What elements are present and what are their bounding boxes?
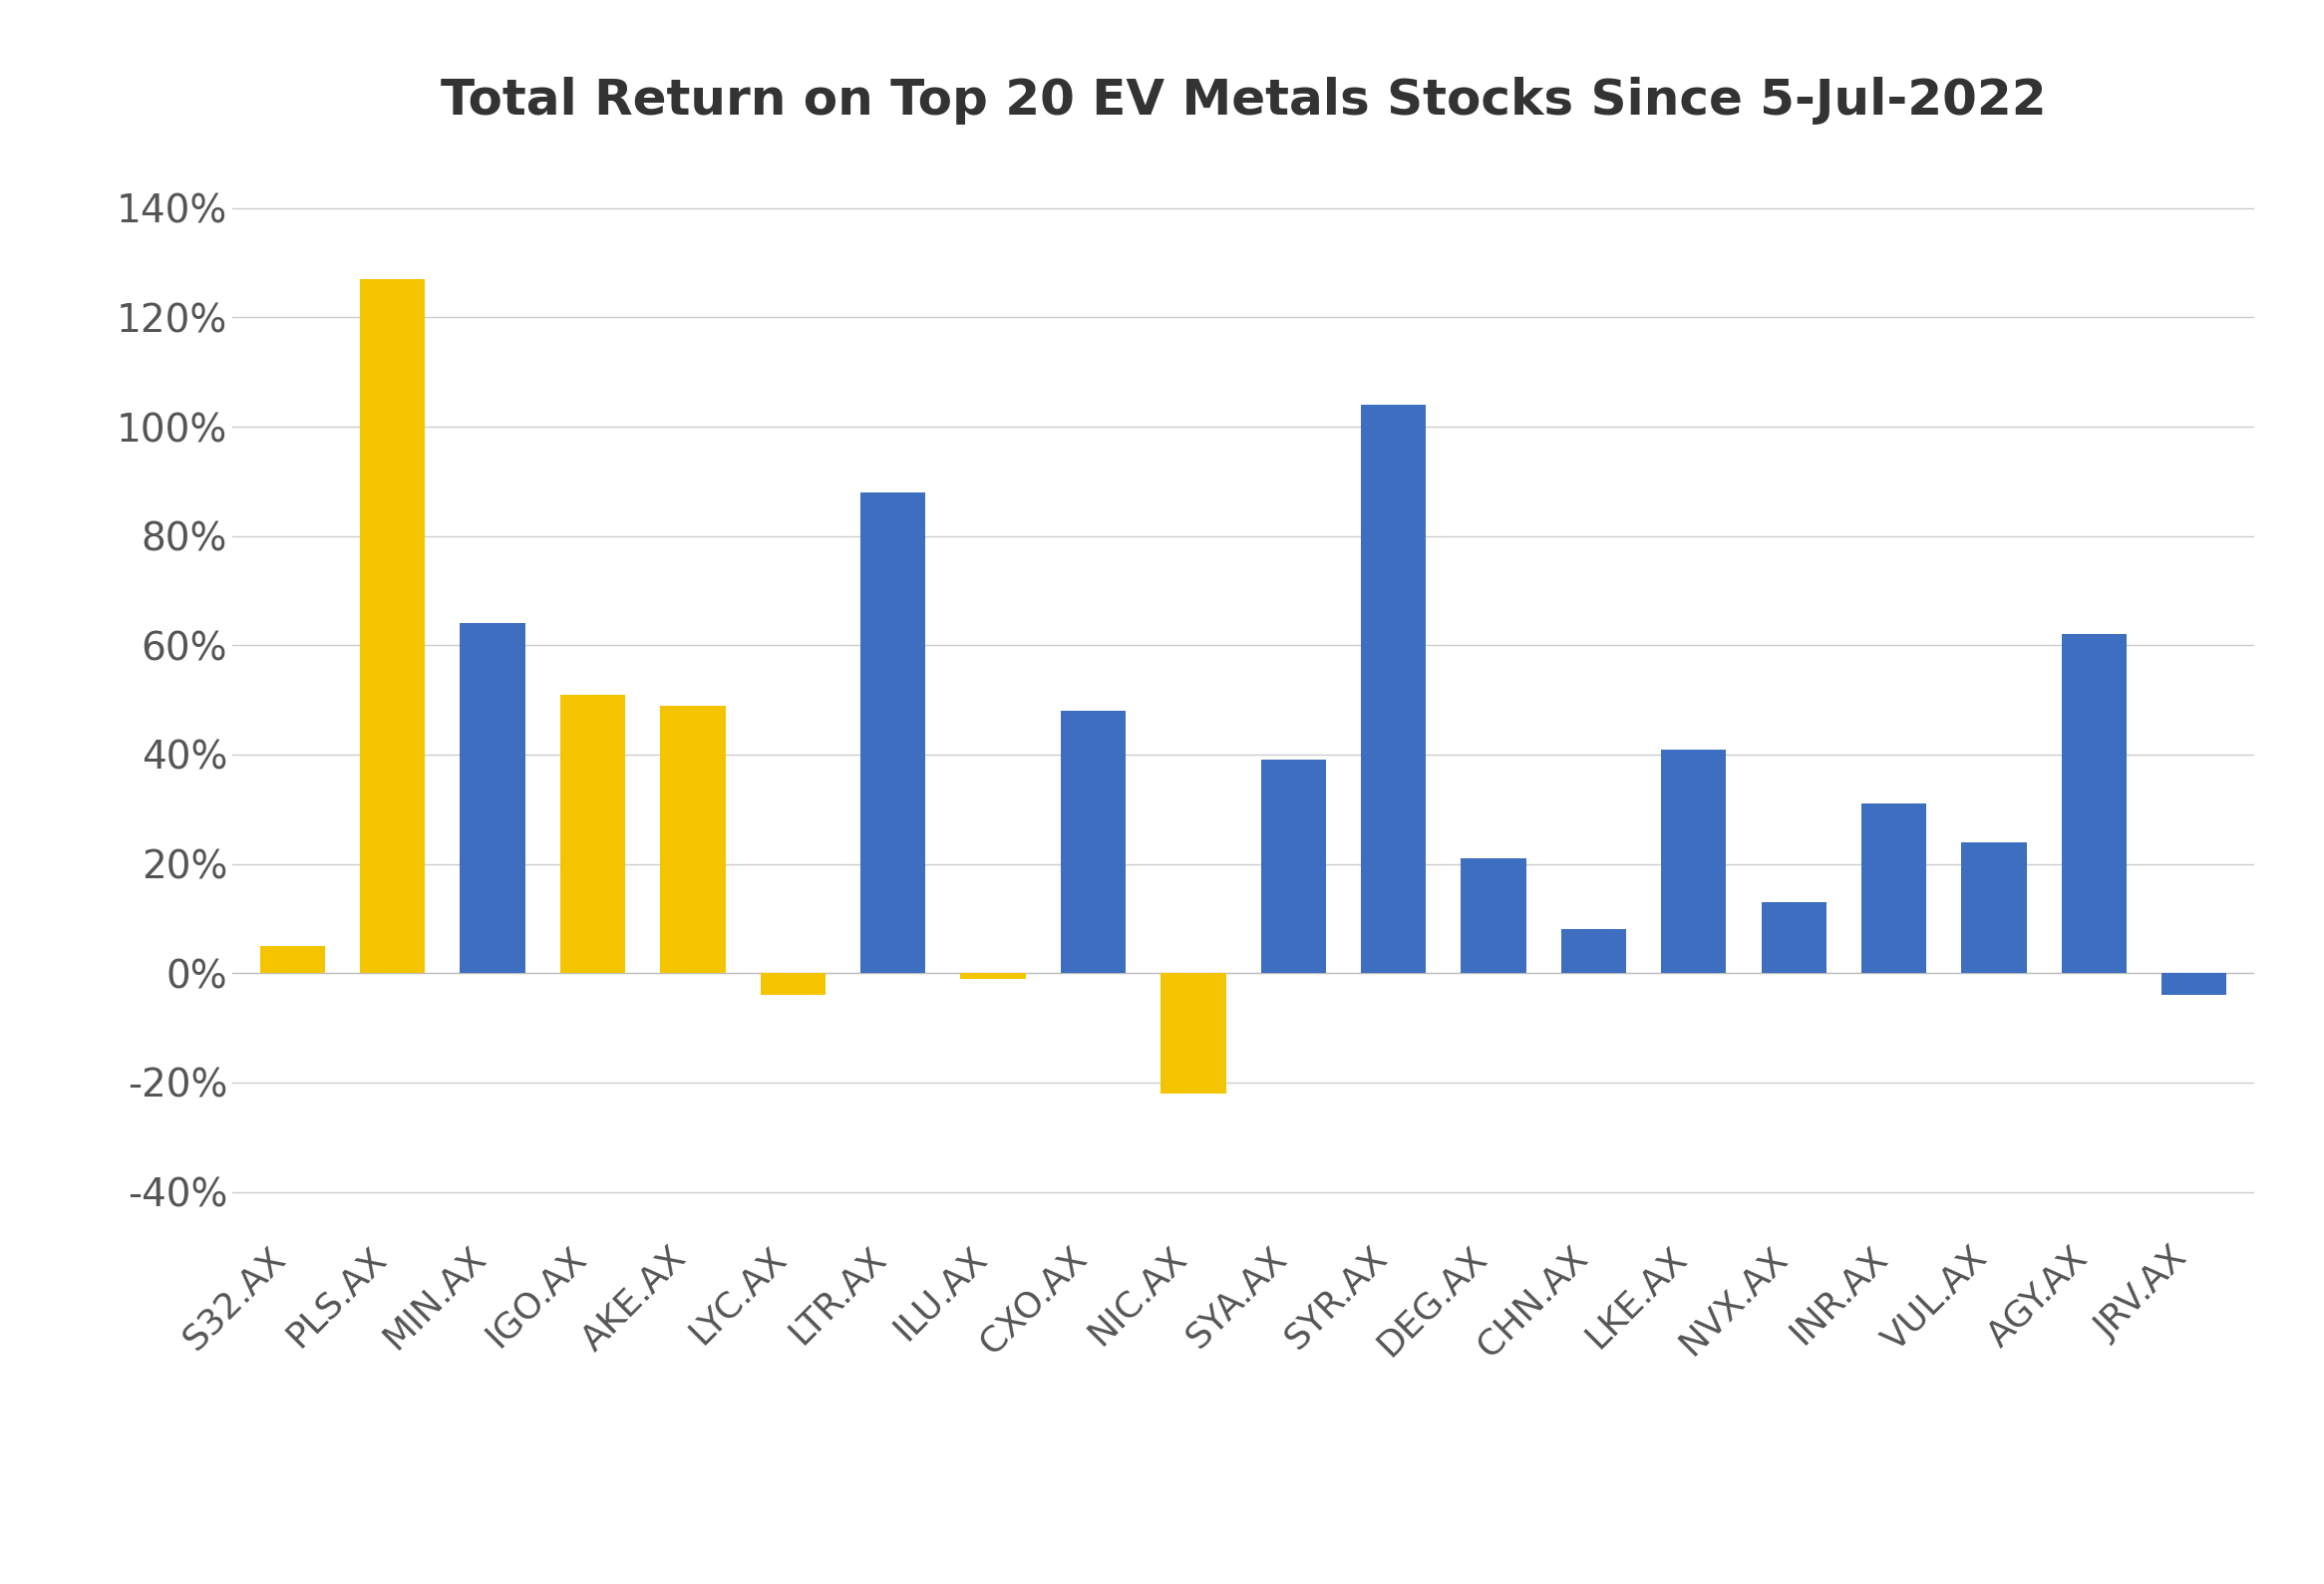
Bar (1862, 803, 1927, 973)
Bar (1262, 760, 1327, 973)
Bar (360, 279, 425, 973)
Bar (1662, 749, 1727, 973)
Bar (1160, 973, 1225, 1093)
Bar (1060, 711, 1125, 973)
Bar (260, 946, 325, 973)
Bar (2061, 634, 2126, 973)
Bar (460, 624, 525, 973)
Bar (760, 973, 825, 995)
Title: Total Return on Top 20 EV Metals Stocks Since 5-Jul-2022: Total Return on Top 20 EV Metals Stocks … (442, 78, 2045, 125)
Bar (1562, 930, 1627, 973)
Bar (1762, 903, 1827, 973)
Bar (2161, 973, 2226, 995)
Bar (660, 705, 725, 973)
Bar (1462, 859, 1527, 973)
Bar (1961, 843, 2027, 973)
Bar (1362, 406, 1427, 973)
Bar (960, 973, 1025, 979)
Bar (860, 493, 925, 973)
Bar (560, 694, 625, 973)
